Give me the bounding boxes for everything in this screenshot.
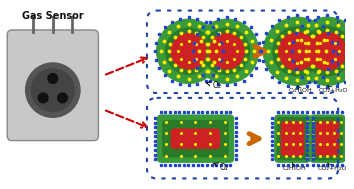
- FancyBboxPatch shape: [281, 121, 304, 156]
- Circle shape: [32, 69, 74, 112]
- Circle shape: [166, 28, 212, 74]
- Circle shape: [58, 93, 67, 103]
- Circle shape: [303, 27, 352, 76]
- Text: Gas Sensor: Gas Sensor: [22, 11, 84, 21]
- FancyBboxPatch shape: [162, 120, 229, 157]
- FancyBboxPatch shape: [312, 117, 343, 160]
- Circle shape: [293, 17, 354, 85]
- Circle shape: [157, 19, 221, 83]
- Circle shape: [209, 34, 244, 69]
- FancyBboxPatch shape: [277, 117, 308, 160]
- Text: CO₂+H₂O: CO₂+H₂O: [318, 163, 347, 171]
- FancyBboxPatch shape: [157, 114, 234, 163]
- Text: O₂: O₂: [206, 81, 222, 90]
- FancyBboxPatch shape: [171, 128, 220, 149]
- Circle shape: [204, 28, 250, 74]
- Circle shape: [48, 74, 58, 83]
- Circle shape: [263, 17, 331, 85]
- Circle shape: [171, 34, 206, 69]
- Circle shape: [38, 93, 48, 103]
- Text: O₂: O₂: [214, 163, 229, 172]
- Text: C₂H₅OH: C₂H₅OH: [283, 163, 307, 171]
- Circle shape: [273, 27, 322, 76]
- Text: CO₂+H₂O: CO₂+H₂O: [319, 85, 348, 93]
- Circle shape: [194, 19, 258, 83]
- FancyBboxPatch shape: [316, 121, 339, 156]
- Circle shape: [279, 33, 316, 70]
- Text: C₂H₅OH: C₂H₅OH: [289, 85, 312, 93]
- Circle shape: [25, 63, 80, 117]
- Circle shape: [309, 33, 346, 70]
- FancyBboxPatch shape: [7, 30, 98, 141]
- FancyBboxPatch shape: [309, 114, 346, 163]
- FancyBboxPatch shape: [274, 114, 311, 163]
